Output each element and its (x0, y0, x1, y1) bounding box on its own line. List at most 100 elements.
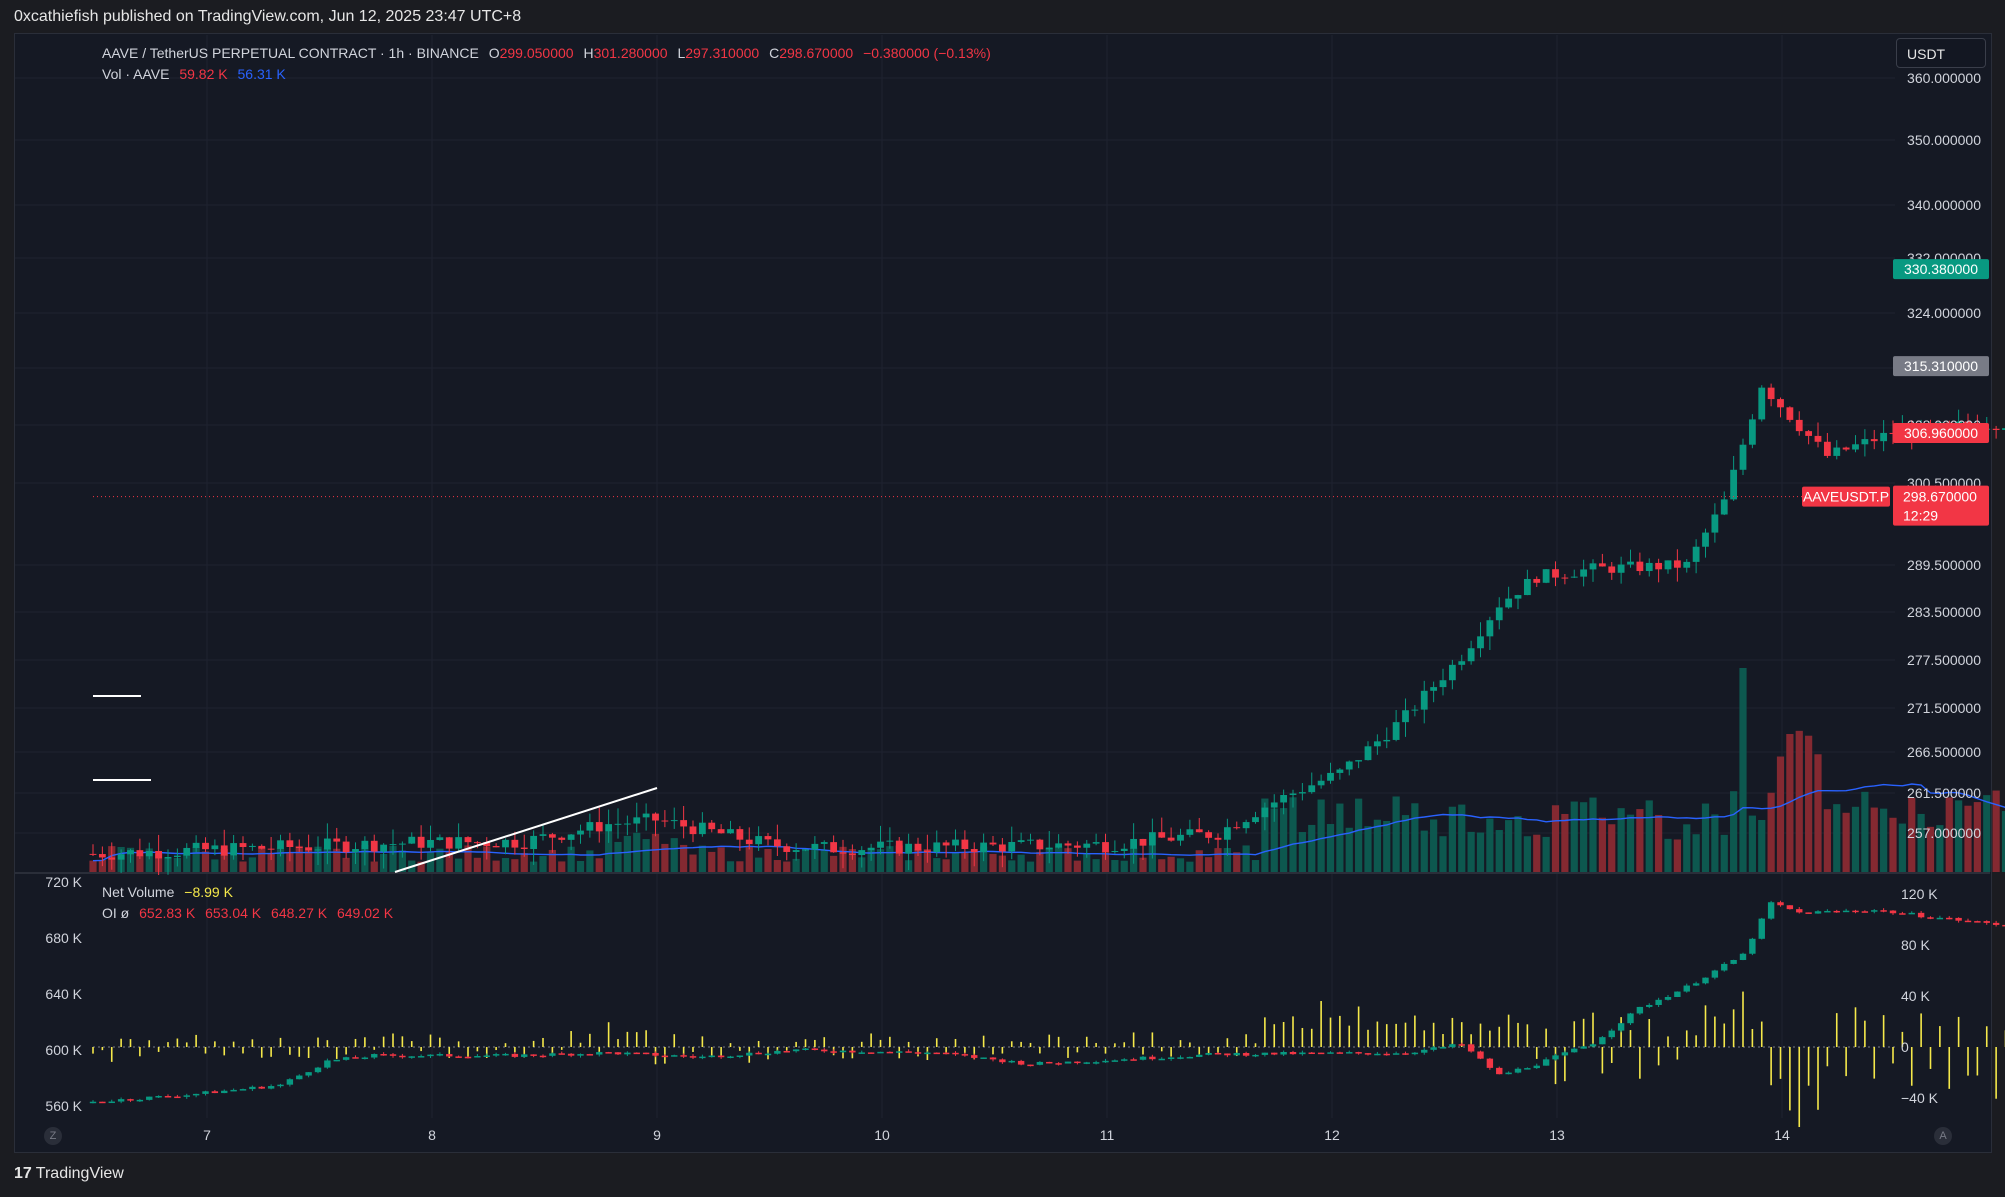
candle-body (1992, 428, 2000, 430)
volume-bar (220, 849, 228, 872)
net-volume-bar (420, 1047, 422, 1052)
volume-bar (333, 848, 341, 872)
net-volume-bar (879, 1039, 882, 1047)
volume-bar (680, 844, 688, 872)
oi-body (521, 1054, 528, 1057)
footer-brand[interactable]: 17 TradingView (14, 1165, 124, 1183)
volume-bar (623, 835, 631, 872)
volume-bar (548, 849, 556, 872)
candle-body (1317, 780, 1325, 786)
candle-body (1195, 829, 1203, 833)
net-volume-bar (1357, 1006, 1360, 1047)
candle-body (1580, 569, 1588, 577)
symbol-title[interactable]: AAVE / TetherUS PERPETUAL CONTRACT · 1h … (102, 45, 479, 61)
candle-body (877, 841, 884, 848)
oi-body (108, 1101, 115, 1104)
net-volume-bar (223, 1047, 226, 1056)
oi-body (1196, 1054, 1203, 1057)
volume-bar (1448, 806, 1456, 872)
volume-bar (1430, 819, 1438, 872)
oi-body (877, 1051, 884, 1054)
oi-body (1721, 963, 1728, 971)
net-volume-bar (410, 1041, 413, 1047)
candle-body (1439, 680, 1447, 688)
volume-bar (1120, 860, 1128, 872)
volume-bar (1833, 804, 1841, 872)
oi-body (1646, 1004, 1653, 1007)
candle-body (1167, 837, 1175, 841)
candle-body (1420, 690, 1428, 710)
currency-unit-selector[interactable]: USDT (1896, 38, 1986, 68)
volume-bar (614, 841, 622, 872)
net-volume-axis-label: −40 K (1901, 1090, 1939, 1106)
net-volume-bar (1123, 1042, 1126, 1047)
volume-bar (2001, 811, 2005, 872)
volume-bar (1176, 858, 1185, 872)
candle-body (539, 834, 547, 836)
net-volume-bar (307, 1047, 310, 1058)
net-volume-bar (1404, 1022, 1407, 1047)
oi-body (1608, 1030, 1615, 1038)
oi-body (1149, 1056, 1156, 1060)
volume-bar (389, 846, 397, 872)
net-volume-bar (814, 1039, 816, 1047)
price-axis-label: 283.500000 (1907, 604, 1981, 620)
net-volume-bar (1067, 1047, 1069, 1058)
oi-body (642, 1052, 650, 1055)
net-volume-bars (92, 991, 2005, 1128)
oi-body (136, 1099, 144, 1102)
net-volume-bar (1629, 1030, 1632, 1047)
volume-bar (642, 839, 650, 872)
volume-bar (764, 848, 772, 872)
net-volume-bar (1967, 1047, 1969, 1076)
candle-body (220, 845, 228, 856)
oi-body (1364, 1053, 1372, 1055)
drawings (93, 695, 658, 873)
oi-body (980, 1057, 987, 1059)
net-volume-legend[interactable]: Net Volume −8.99 K (102, 884, 239, 900)
oi-body (802, 1048, 809, 1050)
candle-body (398, 843, 406, 845)
main-legend[interactable]: AAVE / TetherUS PERPETUAL CONTRACT · 1h … (102, 45, 997, 61)
net-volume-bar (1395, 1023, 1397, 1047)
volume-legend[interactable]: Vol · AAVE 59.82 K 56.31 K (102, 66, 292, 82)
volume-bar (1767, 792, 1775, 872)
volume-bar (1533, 834, 1541, 872)
candle-body (286, 840, 294, 847)
volume-bar (1730, 791, 1738, 872)
net-volume-bar (579, 1042, 582, 1047)
candle-body (483, 842, 491, 846)
candle-body (1505, 598, 1513, 608)
net-volume-axis-label: 120 K (1901, 886, 1938, 902)
candle-body (1064, 843, 1072, 846)
net-volume-axis-label: 0 (1901, 1039, 1909, 1055)
net-volume-bar (889, 1036, 891, 1047)
oi-body (858, 1052, 865, 1054)
volume-bar (295, 845, 303, 872)
oi-body (1674, 991, 1681, 998)
volume-bar (1345, 827, 1353, 872)
volume-ma-line (92, 783, 2005, 862)
candle-body (145, 850, 153, 857)
candle-body (586, 822, 594, 831)
candle-body (1664, 560, 1672, 570)
net-volume-bar (720, 1047, 722, 1056)
oi-body (1842, 910, 1850, 913)
candle-body (1411, 709, 1419, 711)
chart-frame[interactable] (14, 33, 1992, 1153)
net-volume-bar (701, 1036, 704, 1047)
zoom-reset-button[interactable]: Z (44, 1127, 62, 1145)
oi-legend[interactable]: OI ø 652.83 K 653.04 K 648.27 K 649.02 K (102, 905, 399, 921)
net-volume-bar (1010, 1041, 1013, 1047)
oi-body (1852, 910, 1859, 913)
volume-bar (1401, 815, 1410, 872)
volume-bar (961, 852, 969, 872)
net-volume-bar (1226, 1038, 1229, 1047)
oi-body (417, 1056, 425, 1058)
volume-bar (1673, 839, 1681, 872)
auto-scale-button[interactable]: A (1934, 1127, 1952, 1145)
oi-body (146, 1096, 153, 1100)
oi-body (117, 1099, 125, 1102)
candle-body (708, 822, 716, 830)
